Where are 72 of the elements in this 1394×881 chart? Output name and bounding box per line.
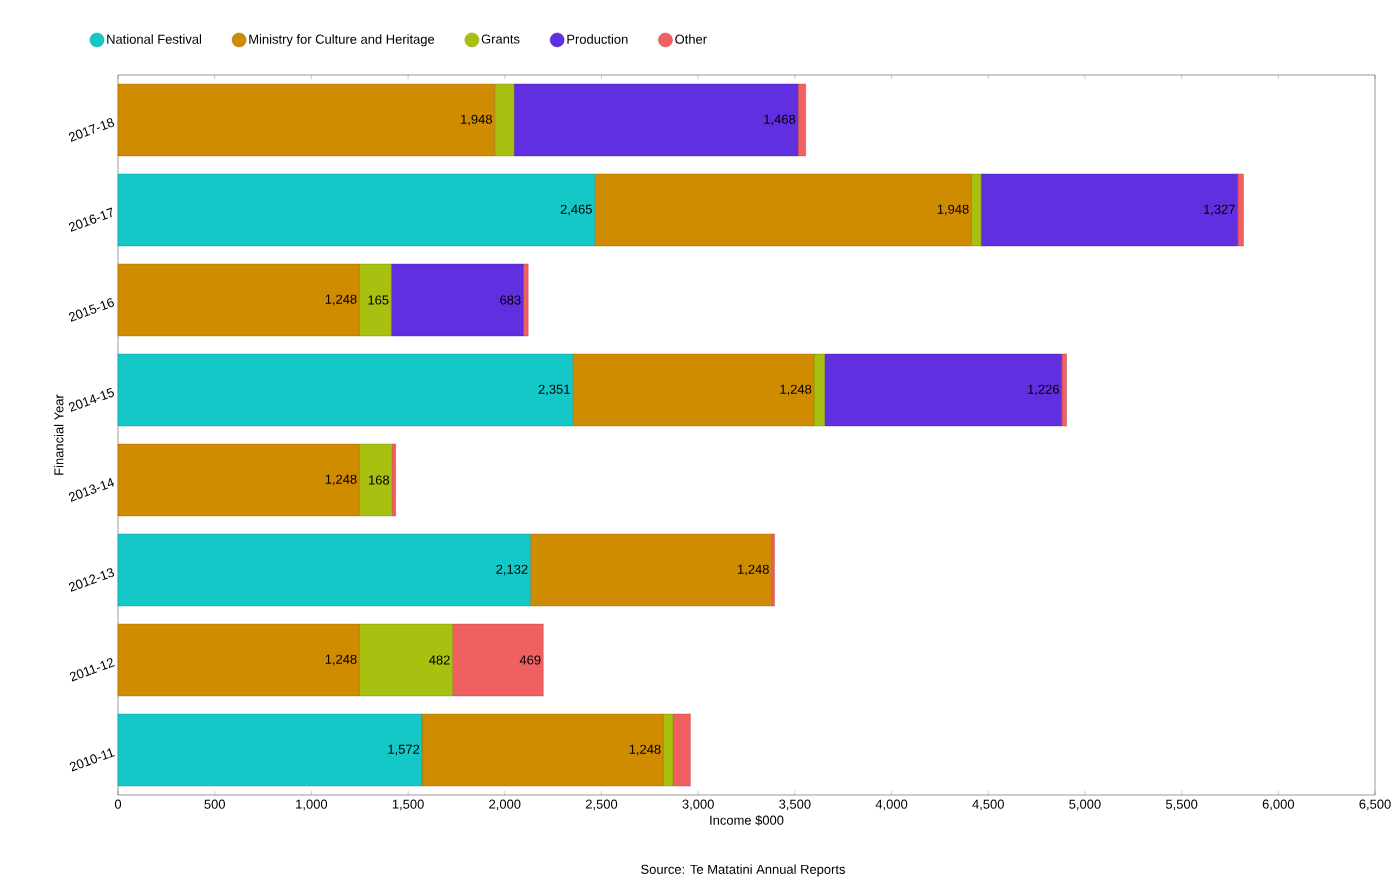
data-label: 1,226 xyxy=(1028,384,1059,396)
bar xyxy=(452,623,544,697)
bar xyxy=(494,83,515,157)
x-tick-label: 2,000 xyxy=(489,799,521,811)
bar xyxy=(391,263,524,337)
bar xyxy=(117,713,423,787)
bar xyxy=(530,533,772,607)
data-label: 2,351 xyxy=(538,384,570,396)
x-tick-label: 6,500 xyxy=(1359,799,1391,811)
x-tick-label: 1,000 xyxy=(296,799,328,811)
data-label: 165 xyxy=(368,295,389,305)
data-label: 683 xyxy=(500,295,521,305)
data-label: 1,248 xyxy=(629,744,661,756)
data-label: 1,572 xyxy=(388,744,420,756)
x-tick-label: 4,500 xyxy=(972,799,1004,811)
x-tick-label: 6,000 xyxy=(1262,799,1295,811)
bar xyxy=(117,263,360,337)
data-label: 469 xyxy=(519,655,541,665)
bar xyxy=(980,173,1238,247)
source-note: Source: Te Matatini Annual Reports xyxy=(641,864,845,877)
legend-label: Other xyxy=(675,34,707,44)
bar xyxy=(971,173,982,247)
data-label: 168 xyxy=(369,475,390,485)
data-label: 1,468 xyxy=(764,114,796,126)
x-tick-label: 5,500 xyxy=(1165,799,1198,811)
bar xyxy=(421,713,664,787)
bar xyxy=(117,353,573,427)
x-tick-label: 3,500 xyxy=(779,799,811,811)
bar xyxy=(359,263,392,337)
data-label: 1,248 xyxy=(325,294,357,306)
bar xyxy=(359,443,393,517)
x-tick-label: 5,000 xyxy=(1069,799,1101,811)
x-tick-label: 500 xyxy=(204,799,225,809)
data-label: 1,948 xyxy=(937,204,969,216)
bar xyxy=(117,623,360,697)
data-label: 1,327 xyxy=(1204,204,1235,216)
x-axis-title: Income $000 xyxy=(710,815,784,826)
bar xyxy=(672,713,691,787)
bar xyxy=(1061,353,1067,427)
data-label: 2,465 xyxy=(560,204,592,216)
legend-label: Production xyxy=(567,34,628,44)
data-label: 1,948 xyxy=(461,114,492,126)
legend-label: Ministry for Culture and Heritage xyxy=(249,34,435,47)
x-tick-label: 0 xyxy=(114,799,122,809)
bar xyxy=(117,83,495,157)
x-tick-label: 1,500 xyxy=(392,799,424,811)
bar xyxy=(117,173,595,247)
bar xyxy=(813,353,825,427)
bar xyxy=(1237,173,1244,247)
bar xyxy=(391,443,396,517)
bar xyxy=(771,533,775,607)
bar xyxy=(572,353,815,427)
bar xyxy=(594,173,972,247)
data-label: 482 xyxy=(429,655,450,665)
bar xyxy=(359,623,453,697)
data-label: 2,132 xyxy=(496,564,528,576)
bar xyxy=(513,83,799,157)
bar xyxy=(824,353,1062,427)
data-label: 1,248 xyxy=(325,474,357,486)
data-label: 1,248 xyxy=(780,384,812,396)
bar xyxy=(663,713,674,787)
bar xyxy=(117,443,360,517)
y-axis-title: Financial Year xyxy=(53,394,64,475)
data-label: 1,248 xyxy=(325,654,357,666)
bar xyxy=(523,263,529,337)
legend-label: National Festival xyxy=(107,34,202,44)
x-tick-label: 3,000 xyxy=(682,799,714,811)
x-tick-label: 2,500 xyxy=(585,799,618,811)
data-label: 1,248 xyxy=(738,564,769,576)
bar xyxy=(117,533,531,607)
legend-label: Grants xyxy=(481,34,520,44)
x-tick-label: 4,000 xyxy=(875,799,908,811)
